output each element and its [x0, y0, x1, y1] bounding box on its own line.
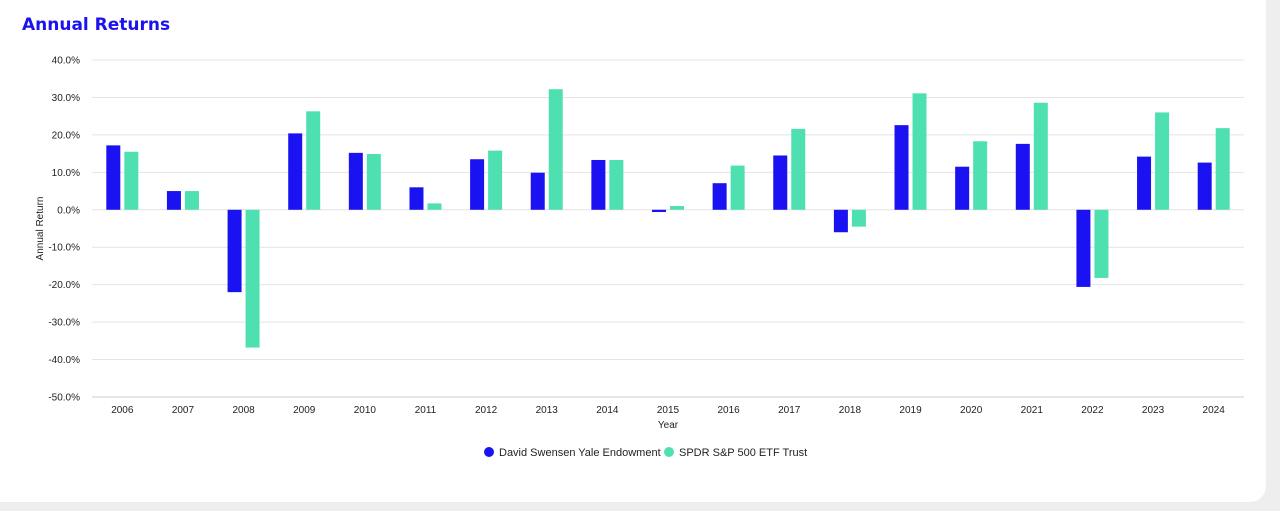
x-tick-label: 2022	[1081, 405, 1104, 416]
bar-yale-2024[interactable]	[1197, 162, 1212, 210]
x-tick-label: 2013	[536, 405, 559, 416]
x-tick-label: 2021	[1021, 405, 1044, 416]
x-tick-label: 2014	[596, 405, 619, 416]
x-tick-label: 2012	[475, 405, 498, 416]
bar-spdr-2021[interactable]	[1033, 102, 1048, 210]
y-tick-label: 10.0%	[52, 168, 80, 179]
x-tick-label: 2018	[839, 405, 862, 416]
bar-spdr-2008[interactable]	[245, 209, 260, 348]
bar-yale-2020[interactable]	[955, 166, 970, 210]
x-tick-label: 2024	[1203, 405, 1226, 416]
bar-spdr-2018[interactable]	[851, 209, 866, 227]
bar-spdr-2024[interactable]	[1215, 128, 1230, 210]
x-tick-label: 2007	[172, 405, 195, 416]
bar-spdr-2020[interactable]	[973, 141, 988, 210]
annual-returns-chart: 40.0% 30.0% 20.0% 10.0% 0.0% -10.0% -20.0% -30.…	[35, 56, 1244, 459]
bar-spdr-2022[interactable]	[1094, 209, 1109, 278]
x-axis-title: Year	[658, 420, 679, 431]
y-tick-label: -30.0%	[48, 318, 80, 329]
x-tick-label: 2009	[293, 405, 316, 416]
bar-yale-2010[interactable]	[348, 152, 363, 210]
bar-yale-2014[interactable]	[591, 159, 606, 210]
bar-spdr-2019[interactable]	[912, 93, 927, 210]
bar-spdr-2016[interactable]	[730, 165, 745, 210]
bar-yale-2008[interactable]	[227, 209, 242, 293]
bar-spdr-2009[interactable]	[306, 111, 321, 210]
bar-spdr-2023[interactable]	[1155, 112, 1170, 210]
x-tick-label: 2008	[232, 405, 255, 416]
x-tick-label: 2015	[657, 405, 680, 416]
y-tick-label: -10.0%	[48, 243, 80, 254]
legend-swatch-spdr	[664, 447, 674, 457]
bar-spdr-2013[interactable]	[548, 89, 563, 210]
bar-yale-2009[interactable]	[288, 133, 303, 210]
x-tick-label: 2019	[899, 405, 922, 416]
bar-spdr-2012[interactable]	[488, 150, 503, 210]
y-tick-label: 30.0%	[52, 93, 80, 104]
bar-spdr-2006[interactable]	[124, 151, 139, 210]
bar-yale-2007[interactable]	[166, 191, 181, 210]
chart-title: Annual Returns	[22, 15, 171, 35]
bar-spdr-2010[interactable]	[366, 153, 381, 210]
bar-yale-2011[interactable]	[409, 187, 424, 210]
legend-label[interactable]: David Swensen Yale Endowment	[499, 447, 661, 459]
bar-yale-2017[interactable]	[773, 155, 788, 210]
y-tick-label: -50.0%	[48, 393, 80, 404]
bar-spdr-2015[interactable]	[670, 206, 684, 210]
bar-yale-2023[interactable]	[1137, 156, 1152, 210]
bar-yale-2022[interactable]	[1076, 209, 1091, 287]
x-tick-label: 2010	[354, 405, 377, 416]
bar-spdr-2014[interactable]	[609, 159, 624, 210]
bar-spdr-2011[interactable]	[427, 203, 442, 210]
bar-yale-2018[interactable]	[833, 209, 848, 233]
bar-yale-2016[interactable]	[712, 183, 727, 210]
bar-yale-2006[interactable]	[106, 145, 121, 210]
bar-yale-2012[interactable]	[470, 159, 485, 210]
legend-label[interactable]: SPDR S&P 500 ETF Trust	[679, 447, 807, 459]
bar-spdr-2017[interactable]	[791, 128, 806, 210]
x-tick-label: 2017	[778, 405, 801, 416]
x-tick-label: 2020	[960, 405, 983, 416]
bar-spdr-2007[interactable]	[184, 191, 199, 210]
y-tick-label: -20.0%	[48, 280, 80, 291]
y-axis-title: Annual Return	[35, 197, 46, 261]
bar-yale-2021[interactable]	[1015, 143, 1030, 210]
legend-swatch-yale	[484, 447, 494, 457]
x-tick-label: 2011	[415, 405, 437, 416]
bar-yale-2015[interactable]	[652, 209, 666, 213]
y-tick-label: 20.0%	[52, 130, 80, 141]
x-tick-label: 2016	[718, 405, 741, 416]
y-tick-label: 40.0%	[52, 56, 80, 67]
y-tick-label: -40.0%	[48, 355, 80, 366]
x-tick-label: 2006	[111, 405, 134, 416]
y-tick-label: 0.0%	[57, 205, 80, 216]
chart-card: Annual Returns 40.0% 30.0% 20.0% 10.0% 0.0% -…	[0, 0, 1266, 502]
bar-yale-2013[interactable]	[530, 172, 545, 210]
bar-yale-2019[interactable]	[894, 125, 909, 210]
x-tick-label: 2023	[1142, 405, 1165, 416]
